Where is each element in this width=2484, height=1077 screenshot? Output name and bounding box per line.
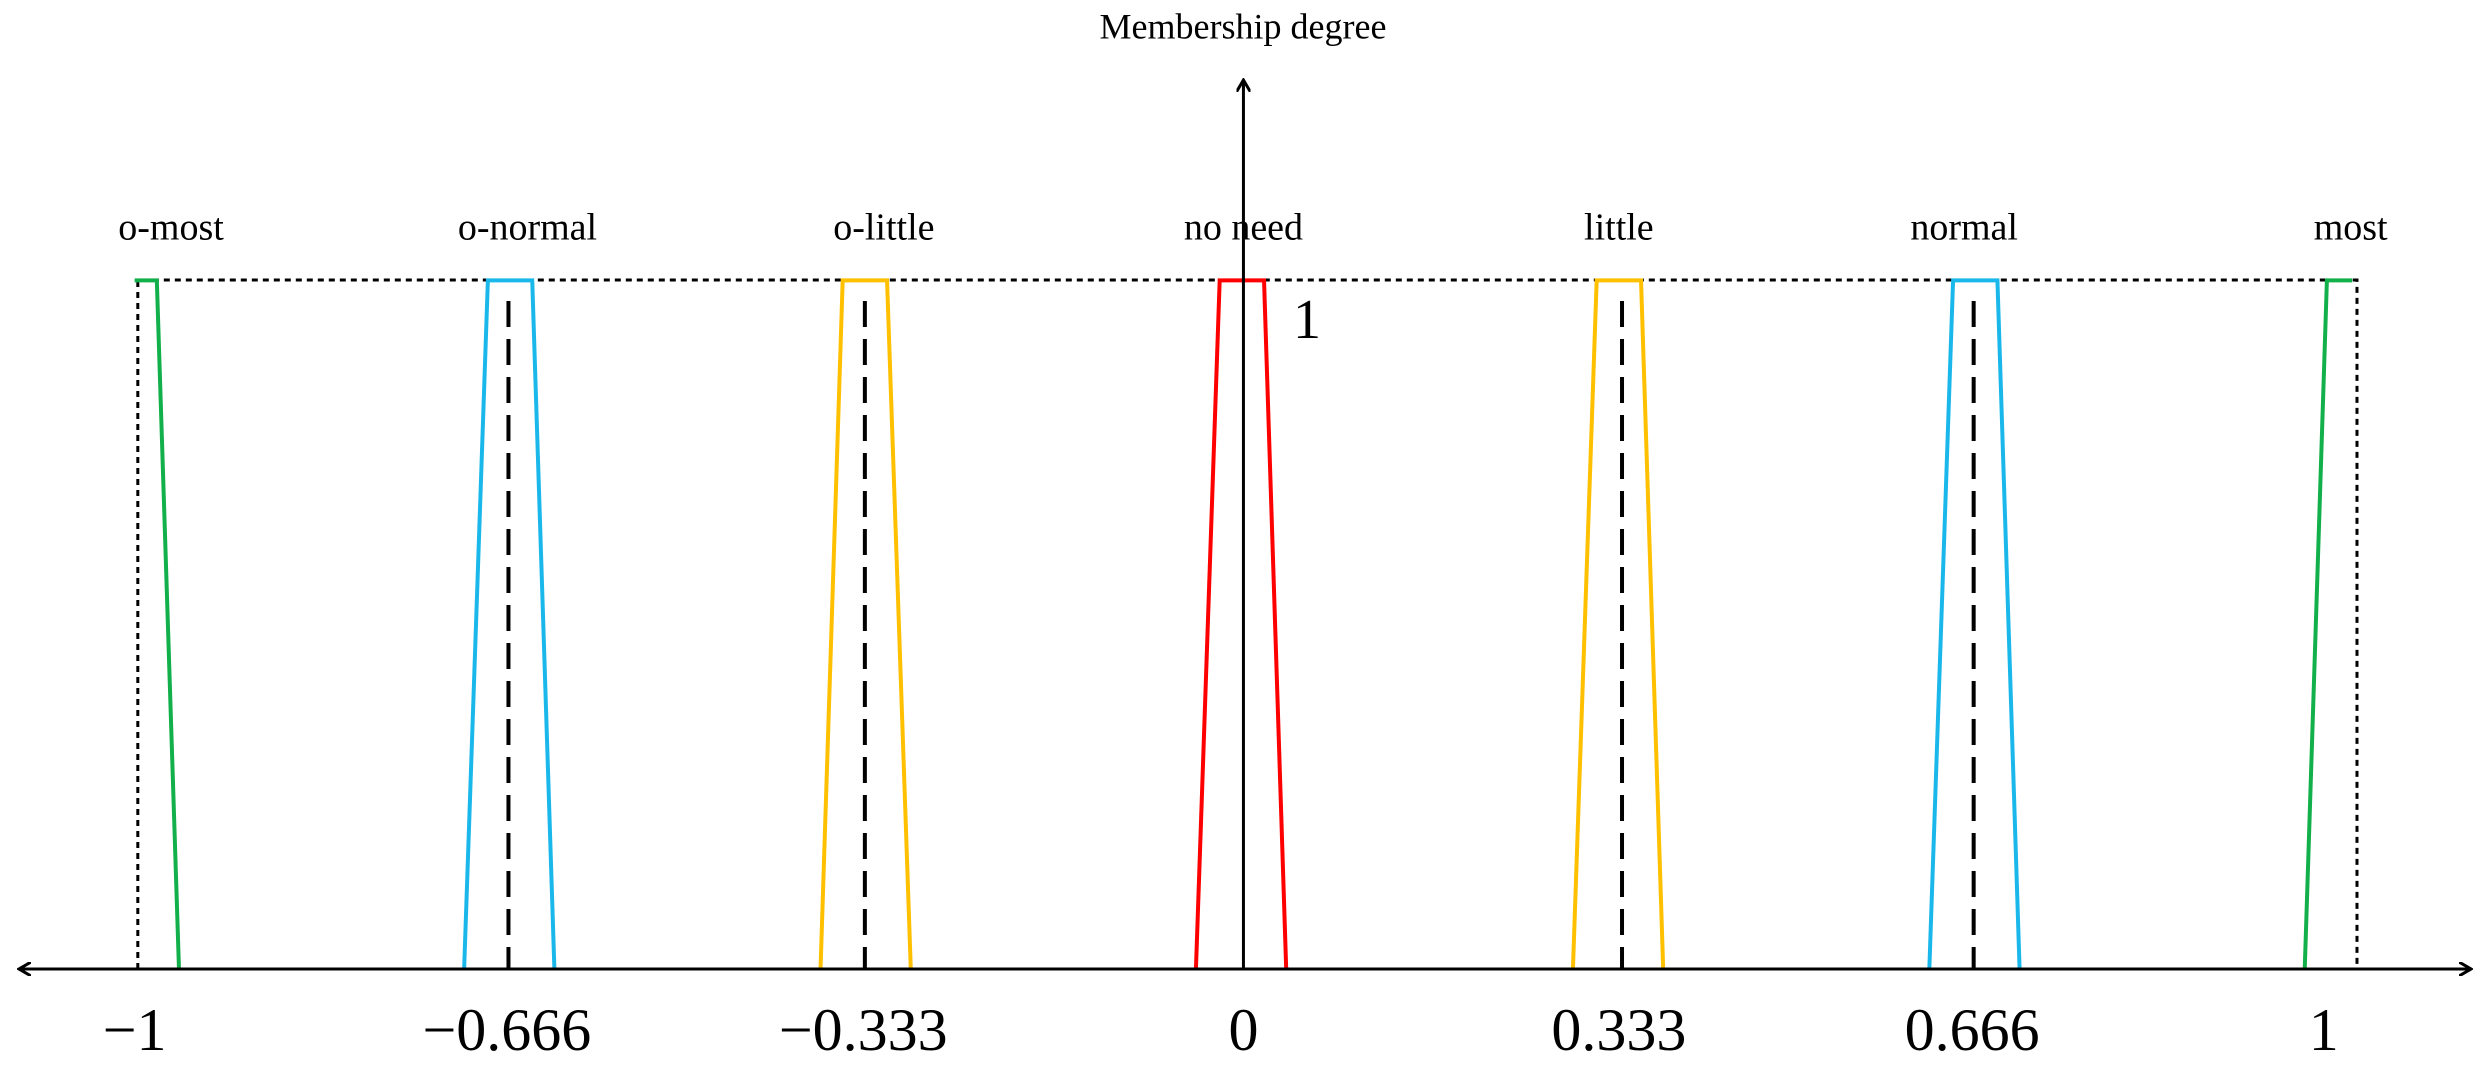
peak-line xyxy=(136,278,2359,969)
membership-function xyxy=(2302,278,2353,970)
set-label: most xyxy=(2314,207,2388,249)
set-label: normal xyxy=(1910,207,2018,249)
x-tick-label: 1 xyxy=(2309,997,2339,1063)
set-label: o-most xyxy=(118,207,224,249)
set-label: o-normal xyxy=(458,207,597,249)
x-tick-label: −0.666 xyxy=(422,997,591,1063)
set-label: no need xyxy=(1184,207,1303,249)
membership-function xyxy=(1193,278,1289,970)
membership-function xyxy=(134,278,181,970)
set-label: little xyxy=(1584,207,1654,249)
membership-function xyxy=(818,278,913,970)
membership-function xyxy=(1927,278,2022,970)
membership-function xyxy=(462,278,557,970)
peak-label: 1 xyxy=(1293,289,1321,351)
x-tick-label: −0.333 xyxy=(779,997,948,1063)
x-tick-label: −1 xyxy=(103,997,167,1063)
axis-label: Membership degree xyxy=(1100,6,1387,46)
x-tick-label: 0 xyxy=(1228,997,1258,1063)
x-tick-label: 0.666 xyxy=(1905,997,2040,1063)
set-label: o-little xyxy=(833,207,934,249)
x-tick-label: 0.333 xyxy=(1551,997,1686,1063)
membership-function xyxy=(1570,278,1666,970)
